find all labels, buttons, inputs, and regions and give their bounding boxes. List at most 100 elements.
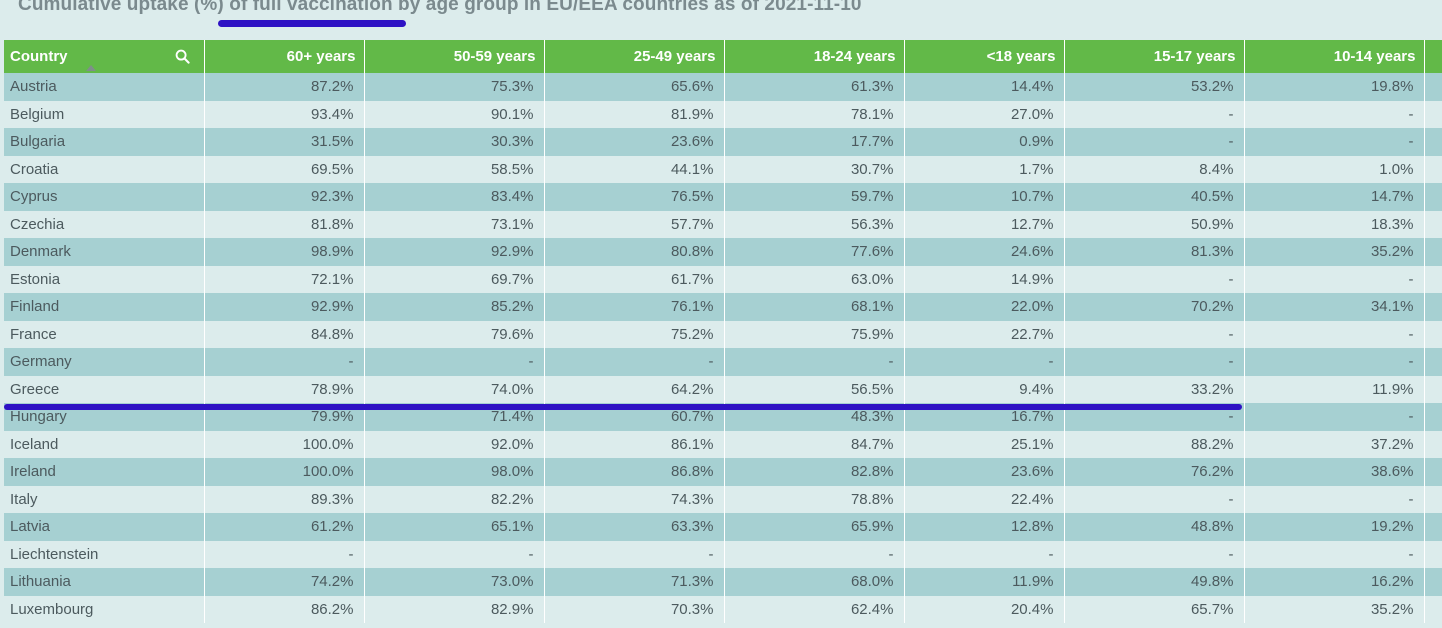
row-filler (1424, 155, 1442, 183)
uptake-cell: 56.3% (724, 210, 905, 238)
country-cell: Belgium (4, 100, 205, 128)
row-filler (1424, 293, 1442, 321)
uptake-cell: 19.2% (1244, 513, 1425, 541)
search-icon[interactable] (175, 49, 190, 64)
uptake-cell: - (1064, 320, 1245, 348)
uptake-cell: 90.1% (364, 100, 545, 128)
table-row[interactable]: Czechia 81.8% 73.1% 57.7% 56.3% 12.7% 50.9% 18.… (4, 210, 1442, 238)
uptake-cell: 22.4% (904, 485, 1065, 513)
column-header-label: Country (10, 48, 68, 65)
uptake-cell: - (1244, 100, 1425, 128)
uptake-cell: - (904, 540, 1065, 568)
column-header[interactable]: 25-49 years (544, 40, 725, 73)
uptake-cell: 30.7% (724, 155, 905, 183)
table-row[interactable]: Latvia 61.2% 65.1% 63.3% 65.9% 12.8% 48.8% 19.2… (4, 513, 1442, 541)
uptake-cell: 48.8% (1064, 513, 1245, 541)
uptake-cell: 65.6% (544, 73, 725, 101)
uptake-cell: 33.2% (1064, 375, 1245, 403)
uptake-cell: 74.0% (364, 375, 545, 403)
uptake-cell: 74.3% (544, 485, 725, 513)
uptake-cell: - (1244, 265, 1425, 293)
uptake-cell: 98.0% (364, 458, 545, 486)
uptake-cell: 70.2% (1064, 293, 1245, 321)
uptake-cell: - (544, 348, 725, 376)
column-header[interactable]: 15-17 years (1064, 40, 1245, 73)
table-row[interactable]: Cyprus 92.3% 83.4% 76.5% 59.7% 10.7% 40.5% 14.7… (4, 183, 1442, 211)
uptake-cell: 20.4% (904, 595, 1065, 623)
uptake-cell: - (204, 540, 365, 568)
uptake-cell: 92.9% (364, 238, 545, 266)
table-row[interactable]: Liechtenstein - - - - - - - (4, 540, 1442, 568)
uptake-cell: 73.1% (364, 210, 545, 238)
row-filler (1424, 128, 1442, 156)
uptake-cell: 86.1% (544, 430, 725, 458)
vaccination-table-container[interactable]: Country 60+ years 50-59 years 25-49 years 18… (4, 40, 1442, 628)
country-cell: Cyprus (4, 183, 205, 211)
row-filler (1424, 485, 1442, 513)
table-row[interactable]: Iceland 100.0% 92.0% 86.1% 84.7% 25.1% 88.2% 37… (4, 430, 1442, 458)
column-header-country[interactable]: Country (4, 40, 205, 73)
column-header[interactable]: 60+ years (204, 40, 365, 73)
uptake-cell: 1.0% (1244, 155, 1425, 183)
column-header[interactable]: 10-14 years (1244, 40, 1425, 73)
country-cell: Estonia (4, 265, 205, 293)
column-header[interactable]: <18 years (904, 40, 1065, 73)
uptake-cell: 69.5% (204, 155, 365, 183)
uptake-cell: 22.0% (904, 293, 1065, 321)
table-row[interactable]: Germany - - - - - - - (4, 348, 1442, 376)
table-row[interactable]: Denmark 98.9% 92.9% 80.8% 77.6% 24.6% 81.3% 35.… (4, 238, 1442, 266)
uptake-cell: 44.1% (544, 155, 725, 183)
uptake-cell: 57.7% (544, 210, 725, 238)
uptake-cell: 23.6% (544, 128, 725, 156)
uptake-cell: 22.7% (904, 320, 1065, 348)
uptake-cell: 65.9% (724, 513, 905, 541)
sort-ascending-icon[interactable] (86, 65, 96, 71)
row-filler (1424, 238, 1442, 266)
country-cell: France (4, 320, 205, 348)
uptake-cell: 18.3% (1244, 210, 1425, 238)
uptake-cell: 12.8% (904, 513, 1065, 541)
annotation-underline-title (218, 20, 406, 27)
uptake-cell: 12.7% (904, 210, 1065, 238)
uptake-cell: - (364, 348, 545, 376)
table-row[interactable]: France 84.8% 79.6% 75.2% 75.9% 22.7% - - (4, 320, 1442, 348)
uptake-cell: - (1244, 128, 1425, 156)
country-cell: Finland (4, 293, 205, 321)
table-row[interactable]: Estonia 72.1% 69.7% 61.7% 63.0% 14.9% - - (4, 265, 1442, 293)
uptake-cell: 77.6% (724, 238, 905, 266)
uptake-cell: 78.1% (724, 100, 905, 128)
row-filler (1424, 540, 1442, 568)
uptake-cell: 75.3% (364, 73, 545, 101)
uptake-cell: - (1064, 265, 1245, 293)
table-row[interactable]: Greece 78.9% 74.0% 64.2% 56.5% 9.4% 33.2% 11.9% (4, 375, 1442, 403)
country-cell: Luxembourg (4, 595, 205, 623)
uptake-cell: 14.7% (1244, 183, 1425, 211)
uptake-cell: 63.0% (724, 265, 905, 293)
column-header[interactable]: 18-24 years (724, 40, 905, 73)
uptake-cell: 62.4% (724, 595, 905, 623)
uptake-cell: - (724, 540, 905, 568)
uptake-cell: 82.9% (364, 595, 545, 623)
uptake-cell: - (544, 540, 725, 568)
table-row[interactable]: Austria 87.2% 75.3% 65.6% 61.3% 14.4% 53.2% 19.… (4, 73, 1442, 101)
table-row[interactable]: Ireland 100.0% 98.0% 86.8% 82.8% 23.6% 76.2% 38… (4, 458, 1442, 486)
uptake-cell: 86.8% (544, 458, 725, 486)
uptake-cell: 16.2% (1244, 568, 1425, 596)
table-row[interactable]: Lithuania 74.2% 73.0% 71.3% 68.0% 11.9% 49.8% 1… (4, 568, 1442, 596)
uptake-cell: 73.0% (364, 568, 545, 596)
country-cell: Ireland (4, 458, 205, 486)
uptake-cell: 93.4% (204, 100, 365, 128)
table-row[interactable]: Bulgaria 31.5% 30.3% 23.6% 17.7% 0.9% - - (4, 128, 1442, 156)
row-filler (1424, 210, 1442, 238)
uptake-cell: 37.2% (1244, 430, 1425, 458)
row-filler (1424, 73, 1442, 101)
table-row[interactable]: Croatia 69.5% 58.5% 44.1% 30.7% 1.7% 8.4% 1.0% (4, 155, 1442, 183)
uptake-cell: 75.9% (724, 320, 905, 348)
column-header[interactable]: 50-59 years (364, 40, 545, 73)
table-row[interactable]: Italy 89.3% 82.2% 74.3% 78.8% 22.4% - - (4, 485, 1442, 513)
table-row[interactable]: Belgium 93.4% 90.1% 81.9% 78.1% 27.0% - - (4, 100, 1442, 128)
table-row[interactable]: Luxembourg 86.2% 82.9% 70.3% 62.4% 20.4% 65.7%… (4, 595, 1442, 623)
uptake-cell: 76.5% (544, 183, 725, 211)
country-cell: Croatia (4, 155, 205, 183)
table-row[interactable]: Finland 92.9% 85.2% 76.1% 68.1% 22.0% 70.2% 34.… (4, 293, 1442, 321)
